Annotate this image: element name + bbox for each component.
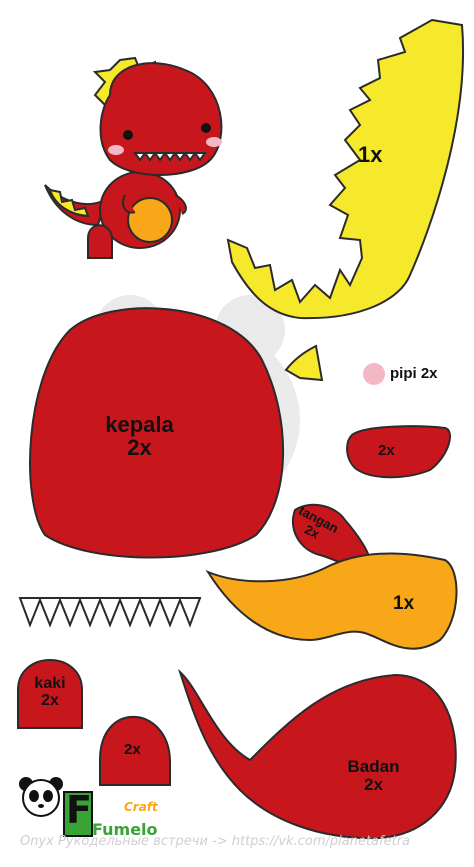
logo-wordmark: Fumelo: [92, 820, 158, 839]
belly-piece: [205, 552, 458, 650]
hand-top-label: 2x: [378, 442, 395, 459]
teeth-piece: [18, 597, 202, 628]
tail-spike-piece: [226, 18, 464, 320]
belly-label: 1x: [393, 593, 415, 614]
body-piece: [177, 668, 457, 840]
leg-label: kaki 2x: [34, 675, 66, 709]
body-label: Badan 2x: [347, 757, 400, 794]
footer-watermark: Onyx Рукодельные встречи -> https://vk.c…: [20, 834, 410, 849]
foot-piece: [99, 715, 171, 786]
cheek-label: pipi 2x: [390, 365, 438, 382]
head-piece: [29, 307, 284, 559]
dinosaur-illustration: [44, 56, 223, 259]
foot-label: 2x: [124, 741, 141, 758]
leg-piece: [17, 659, 83, 729]
tail-label: 1x: [358, 142, 383, 167]
horn-piece: [284, 344, 324, 382]
head-label: kepala 2x: [105, 412, 174, 461]
panda-logo-icon: [19, 777, 93, 837]
hand-top-piece: [346, 425, 451, 479]
logo-craft: Craft: [124, 800, 158, 814]
logo-letter: F: [66, 788, 92, 832]
cheek-piece: [363, 363, 385, 385]
